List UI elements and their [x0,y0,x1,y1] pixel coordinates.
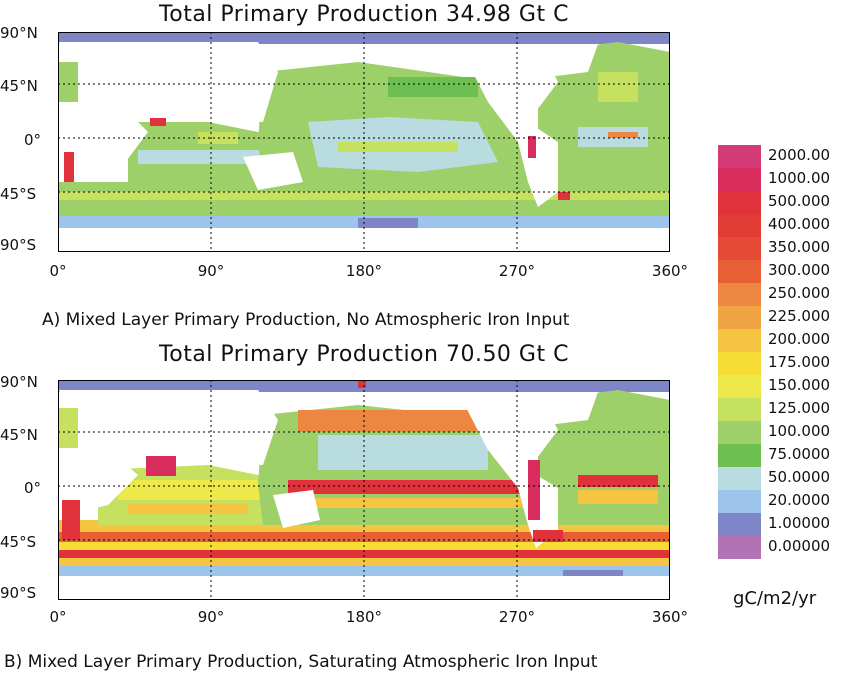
legend-swatch [718,214,761,237]
lat-label-45s: 45°S [0,533,37,551]
panel-a-title: Total Primary Production 34.98 Gt C [159,2,569,27]
legend-swatch [718,513,761,536]
legend-swatch [718,145,761,168]
land-africa-eurasia [58,42,278,122]
hotspot-benguela [62,500,80,540]
land-australia [273,490,320,528]
lon-label-360: 360° [651,262,689,280]
legend-swatch [718,490,761,513]
legend-swatch [718,237,761,260]
panel-b-title: Total Primary Production 70.50 Gt C [159,342,569,367]
legend-value: 175.000 [768,353,831,371]
lat-label-45n: 45°N [0,426,38,444]
map-b [58,380,670,600]
legend-value: 2000.00 [768,146,831,164]
land-australia [243,152,303,190]
land-africa-south [73,107,148,177]
legend-value: 500.000 [768,192,831,210]
lon-label-360: 360° [651,608,689,626]
map-a [58,32,670,252]
lat-label-0: 0° [24,479,42,497]
legend-value: 250.000 [768,284,831,302]
legend-swatch [718,283,761,306]
legend-value: 150.000 [768,376,831,394]
legend-swatch [718,352,761,375]
legend-swatch [718,444,761,467]
panel-b: Total Primary Production 70.50 Gt C 90°N… [0,340,720,679]
legend-value: 225.000 [768,307,831,325]
land-antarctica [58,576,670,600]
legend-swatch [718,306,761,329]
lon-label-0: 0° [49,262,67,280]
legend-swatch [718,421,761,444]
lat-label-45n: 45°N [0,77,38,95]
legend-units: gC/m2/yr [733,588,817,609]
legend-value: 20.0000 [768,491,831,509]
legend-value: 350.000 [768,238,831,256]
legend-value: 75.0000 [768,445,831,463]
legend-swatch [718,329,761,352]
lat-label-90s: 90°S [0,584,37,602]
lat-label-90n: 90°N [0,24,38,42]
lat-label-45s: 45°S [0,185,37,203]
legend-swatch [718,260,761,283]
legend-value: 200.000 [768,330,831,348]
legend-value: 400.000 [768,215,831,233]
legend-value: 125.000 [768,399,831,417]
legend-swatch [718,191,761,214]
lat-label-90s: 90°S [0,236,37,254]
land-africa-eurasia [58,390,278,465]
legend-swatch [718,467,761,490]
lon-label-90: 90° [197,262,225,280]
lat-label-90n: 90°N [0,373,38,391]
legend-swatch [718,375,761,398]
legend-value: 0.00000 [768,537,831,555]
legend-value: 50.0000 [768,468,831,486]
hotspot-benguela [64,152,74,182]
panel-b-caption: B) Mixed Layer Primary Production, Satur… [4,652,598,672]
legend-swatch [718,168,761,191]
legend-swatch [718,536,761,559]
land-americas [458,44,558,207]
lat-label-0: 0° [24,131,42,149]
land-africa-south [73,452,138,510]
legend-value: 1.00000 [768,514,831,532]
land-antarctica [58,228,670,252]
panel-a: Total Primary Production 34.98 Gt C 90°N… [0,0,720,330]
panel-a-caption: A) Mixed Layer Primary Production, No At… [42,310,570,330]
lon-label-180: 180° [345,608,383,626]
lon-label-270: 270° [498,262,536,280]
lon-label-180: 180° [345,262,383,280]
lon-label-0: 0° [49,608,67,626]
legend-value: 1000.00 [768,169,831,187]
legend-value: 100.000 [768,422,831,440]
lon-label-90: 90° [197,608,225,626]
legend-value: 300.000 [768,261,831,279]
lon-label-270: 270° [498,608,536,626]
legend-swatch [718,398,761,421]
